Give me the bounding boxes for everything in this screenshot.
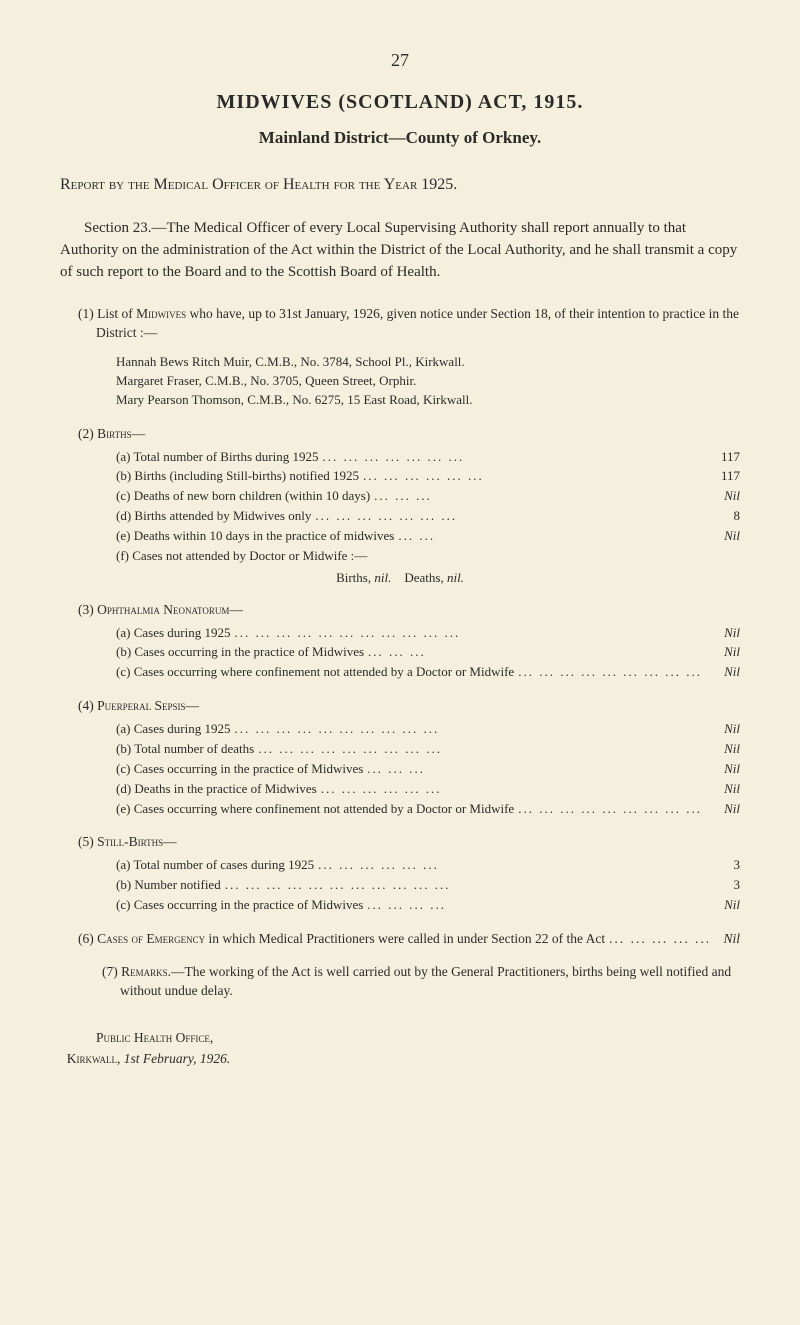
item-5-label: Still-Births—: [97, 834, 176, 849]
list-item: (d) Deaths in the practice of Midwives..…: [116, 780, 740, 799]
item-4-num: (4): [78, 698, 94, 713]
page-number: 27: [60, 50, 740, 71]
item-1-text: List of Midwives who have, up to 31st Ja…: [96, 306, 739, 340]
list-item: (b) Total number of deaths... ... ... ..…: [116, 740, 740, 759]
closing-date: 1st February, 1926.: [124, 1051, 231, 1066]
closing-place: Kirkwall,: [67, 1051, 124, 1066]
item-7-text: —The working of the Act is well carried …: [120, 964, 731, 998]
item-6: (6) Cases of Emergency in which Medical …: [78, 931, 740, 947]
list-item: (a) Cases during 1925... ... ... ... ...…: [116, 720, 740, 739]
item-3-num: (3): [78, 602, 94, 617]
section-intro: Section 23.—The Medical Officer of every…: [60, 218, 740, 283]
subtitle: Mainland District—County of Orkney.: [60, 128, 740, 148]
item-7: (7) Remarks.—The working of the Act is w…: [78, 963, 740, 1001]
list-item: (b) Number notified... ... ... ... ... .…: [116, 876, 740, 895]
report-heading-main: Medical Officer of Health for the Year 1…: [154, 176, 458, 193]
item-1-num: (1): [78, 306, 94, 321]
item-4-label: Puerperal Sepsis—: [97, 698, 199, 713]
midwife-line: Hannah Bews Ritch Muir, C.M.B., No. 3784…: [116, 353, 740, 372]
item-2-num: (2): [78, 426, 94, 441]
list-item: (b) Births (including Still-births) noti…: [116, 467, 740, 486]
list-item: (b) Cases occurring in the practice of M…: [116, 643, 740, 662]
list-item: (c) Cases occurring where confinement no…: [116, 663, 740, 682]
item-2-label: Births—: [97, 426, 145, 441]
list-item: (c) Cases occurring in the practice of M…: [116, 760, 740, 779]
list-item: (c) Cases occurring in the practice of M…: [116, 896, 740, 915]
midwife-line: Mary Pearson Thomson, C.M.B., No. 6275, …: [116, 391, 740, 410]
item-5-list: (a) Total number of cases during 1925...…: [116, 856, 740, 915]
midwife-line: Margaret Fraser, C.M.B., No. 3705, Queen…: [116, 372, 740, 391]
item-3-heading: (3) Ophthalmia Neonatorum—: [78, 602, 740, 618]
list-item: (c) Deaths of new born children (within …: [116, 487, 740, 506]
list-item: (a) Total number of cases during 1925...…: [116, 856, 740, 875]
item-5-heading: (5) Still-Births—: [78, 834, 740, 850]
list-item: (d) Births attended by Midwives only... …: [116, 507, 740, 526]
item-2-heading: (2) Births—: [78, 426, 740, 442]
item-4-list: (a) Cases during 1925... ... ... ... ...…: [116, 720, 740, 818]
item-7-num: (7): [102, 964, 118, 979]
item-1-names: Hannah Bews Ritch Muir, C.M.B., No. 3784…: [116, 353, 740, 410]
closing: Public Health Office, Kirkwall, 1st Febr…: [60, 1027, 740, 1070]
report-heading: Report by the Medical Officer of Health …: [60, 176, 740, 194]
item-3-label: Ophthalmia Neonatorum—: [97, 602, 243, 617]
list-item: (a) Total number of Births during 1925..…: [116, 448, 740, 467]
main-title: MIDWIVES (SCOTLAND) ACT, 1915.: [60, 91, 740, 114]
list-item: (f) Cases not attended by Doctor or Midw…: [116, 547, 740, 566]
closing-office: Public Health Office,: [96, 1030, 213, 1045]
item-2-list: (a) Total number of Births during 1925..…: [116, 448, 740, 566]
item-3-list: (a) Cases during 1925... ... ... ... ...…: [116, 624, 740, 683]
item-7-caps: Remarks.: [121, 964, 171, 979]
list-item: (a) Cases during 1925... ... ... ... ...…: [116, 624, 740, 643]
item-4-heading: (4) Puerperal Sepsis—: [78, 698, 740, 714]
item-5-num: (5): [78, 834, 94, 849]
list-item: (e) Cases occurring where confinement no…: [116, 800, 740, 819]
item-2-footer: Births, nil. Deaths, nil.: [60, 570, 740, 586]
item-1: (1) List of Midwives who have, up to 31s…: [78, 305, 740, 343]
list-item: (e) Deaths within 10 days in the practic…: [116, 527, 740, 546]
report-heading-prefix: Report by the: [60, 176, 154, 193]
